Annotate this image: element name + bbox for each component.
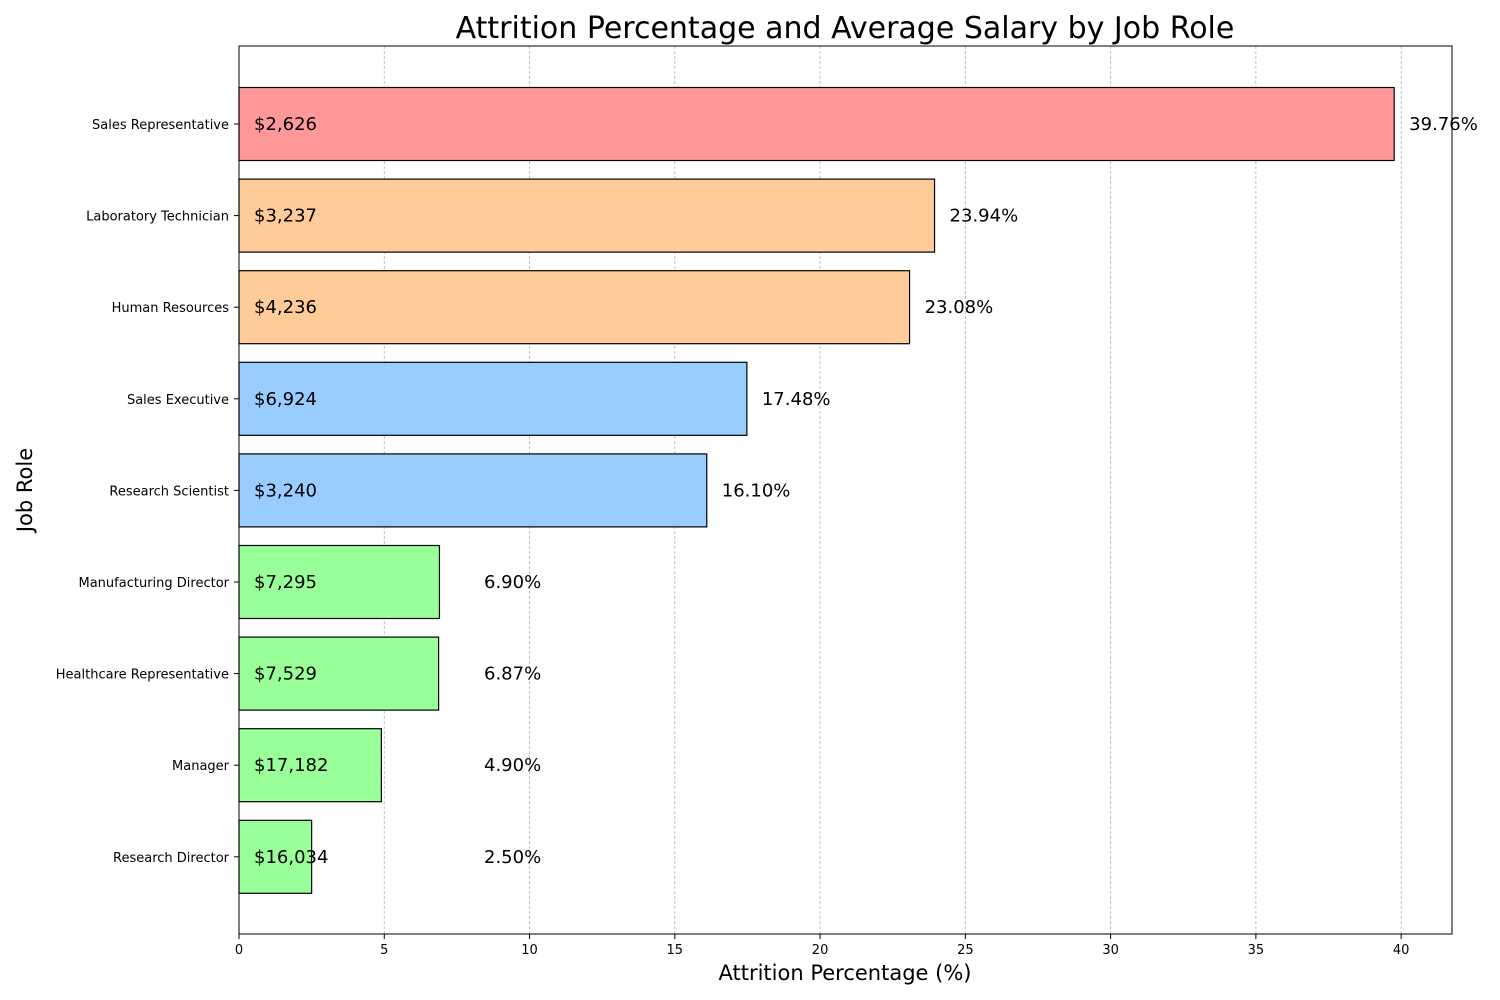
salary-label: $17,182 (254, 755, 328, 776)
percentage-label: 17.48% (762, 389, 831, 410)
percentage-label: 16.10% (722, 480, 791, 501)
bar-sales-representative (238, 86, 1395, 162)
y-tick-label: Sales Executive (127, 393, 229, 408)
salary-label: $4,236 (254, 297, 317, 318)
percentage-label: 39.76% (1409, 114, 1478, 135)
salary-label: $7,529 (254, 664, 317, 685)
percentage-label: 6.90% (484, 572, 541, 593)
x-tick-label: 15 (667, 943, 684, 958)
y-tick-label: Human Resources (112, 301, 230, 316)
salary-label: $3,237 (254, 206, 317, 227)
salary-label: $7,295 (254, 572, 317, 593)
x-tick-label: 30 (1102, 943, 1119, 958)
x-tick-layer: 0 5 10 15 20 25 30 35 40 (235, 934, 1410, 958)
bar-human-resources (238, 270, 911, 345)
x-tick-label: 25 (957, 943, 974, 958)
y-tick-label: Sales Representative (92, 118, 229, 133)
salary-label: $2,626 (254, 114, 317, 135)
bar-manufacturing-director (238, 544, 441, 620)
bar-layer (238, 86, 1395, 894)
x-tick-label: 5 (380, 943, 388, 958)
y-axis-label: Job Role (13, 448, 37, 534)
x-tick-label: 0 (235, 943, 243, 958)
percentage-label: 23.94% (950, 206, 1019, 227)
bar-healthcare-representative (238, 636, 440, 711)
bar-manager (238, 728, 382, 803)
y-tick-label: Healthcare Representative (56, 668, 229, 683)
y-tick-label: Research Scientist (109, 484, 229, 499)
y-tick-label: Research Director (113, 851, 230, 866)
x-tick-label: 20 (812, 943, 829, 958)
chart-title: Attrition Percentage and Average Salary … (456, 11, 1235, 46)
percentage-label: 4.90% (484, 755, 541, 776)
x-tick-label: 10 (521, 943, 538, 958)
y-tick-label: Manager (172, 759, 230, 774)
percentage-label: 2.50% (484, 847, 541, 868)
x-tick-label: 40 (1393, 943, 1410, 958)
x-axis-label: Attrition Percentage (%) (719, 961, 972, 985)
salary-label: $16,034 (254, 847, 328, 868)
x-tick-label: 35 (1248, 943, 1265, 958)
bar-research-director (238, 819, 313, 894)
bar-sales-executive (238, 361, 748, 436)
percentage-label: 23.08% (925, 297, 994, 318)
y-tick-label: Laboratory Technician (86, 210, 229, 225)
y-tick-layer: Sales Representative Laboratory Technicia… (56, 118, 239, 866)
y-tick-label: Manufacturing Director (79, 576, 230, 591)
label-layer: $2,626 39.76% $3,237 23.94% $4,236 23.08% $6,9… (254, 114, 1478, 868)
salary-label: $3,240 (254, 480, 317, 501)
percentage-label: 6.87% (484, 664, 541, 685)
bar-laboratory-technician (238, 178, 936, 253)
salary-label: $6,924 (254, 389, 317, 410)
